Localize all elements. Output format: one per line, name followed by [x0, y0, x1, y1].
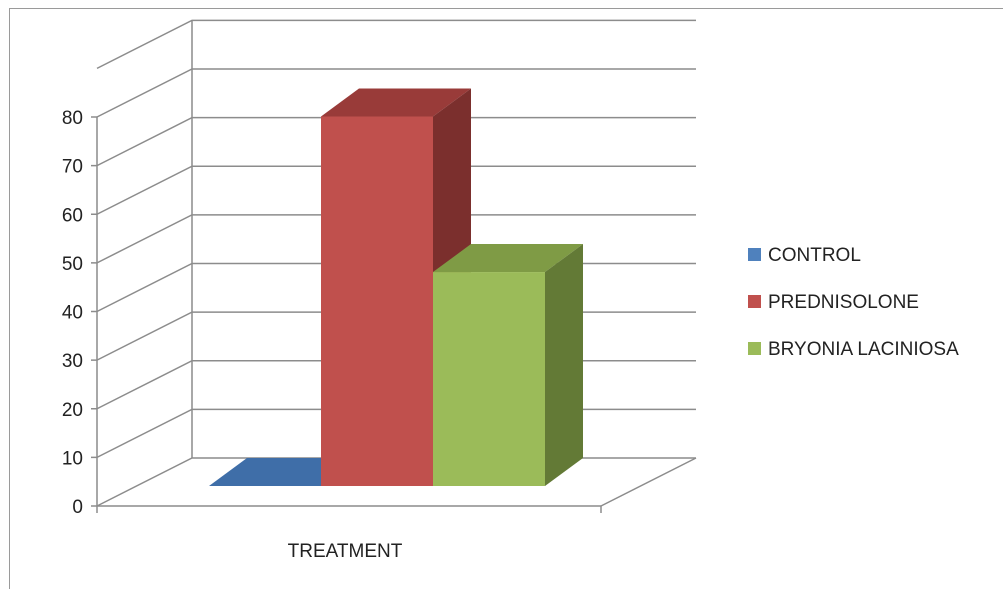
- bar-front-face: [321, 116, 433, 486]
- legend-swatch: [748, 342, 761, 355]
- y-tick-label: 0: [72, 497, 83, 518]
- x-axis-category-label: TREATMENT: [288, 541, 403, 562]
- gridline: [96, 68, 696, 118]
- y-tick-label: 10: [62, 448, 83, 469]
- y-tick-label: 50: [62, 254, 83, 275]
- y-tick-label: 70: [62, 157, 83, 178]
- y-tick-label: 60: [62, 205, 83, 226]
- gridline: [96, 214, 696, 264]
- bars: [209, 88, 583, 486]
- legend-label: CONTROL: [768, 245, 861, 266]
- gridline: [96, 116, 696, 167]
- legend-label: BRYONIA LACINIOSA: [768, 339, 959, 360]
- legend: CONTROL PREDNISOLONE BRYONIA LACINIOSA: [748, 245, 959, 360]
- legend-label: PREDNISOLONE: [768, 292, 919, 313]
- gridline: [96, 19, 696, 70]
- legend-swatch: [748, 295, 761, 308]
- y-tick-label: 30: [62, 351, 83, 372]
- chart-frame: [9, 8, 1003, 589]
- y-axis-ticks: 0 10 20 30 40 50 60 70 80: [62, 108, 602, 518]
- bar-top-face: [433, 244, 583, 273]
- legend-item-bryonia-laciniosa: BRYONIA LACINIOSA: [748, 339, 959, 360]
- y-tick-label: 20: [62, 400, 83, 421]
- floor-right-edge: [600, 457, 697, 507]
- legend-item-control: CONTROL: [748, 245, 861, 266]
- bar-top-face: [321, 88, 471, 117]
- gridline: [96, 165, 696, 215]
- bar-bryonia-laciniosa: [433, 244, 583, 486]
- y-tick-label: 40: [62, 303, 83, 324]
- y-tick-label: 80: [62, 108, 83, 129]
- bar-front-face: [433, 272, 545, 486]
- bar-side-face: [545, 244, 583, 486]
- legend-item-prednisolone: PREDNISOLONE: [748, 292, 919, 313]
- legend-swatch: [748, 248, 761, 261]
